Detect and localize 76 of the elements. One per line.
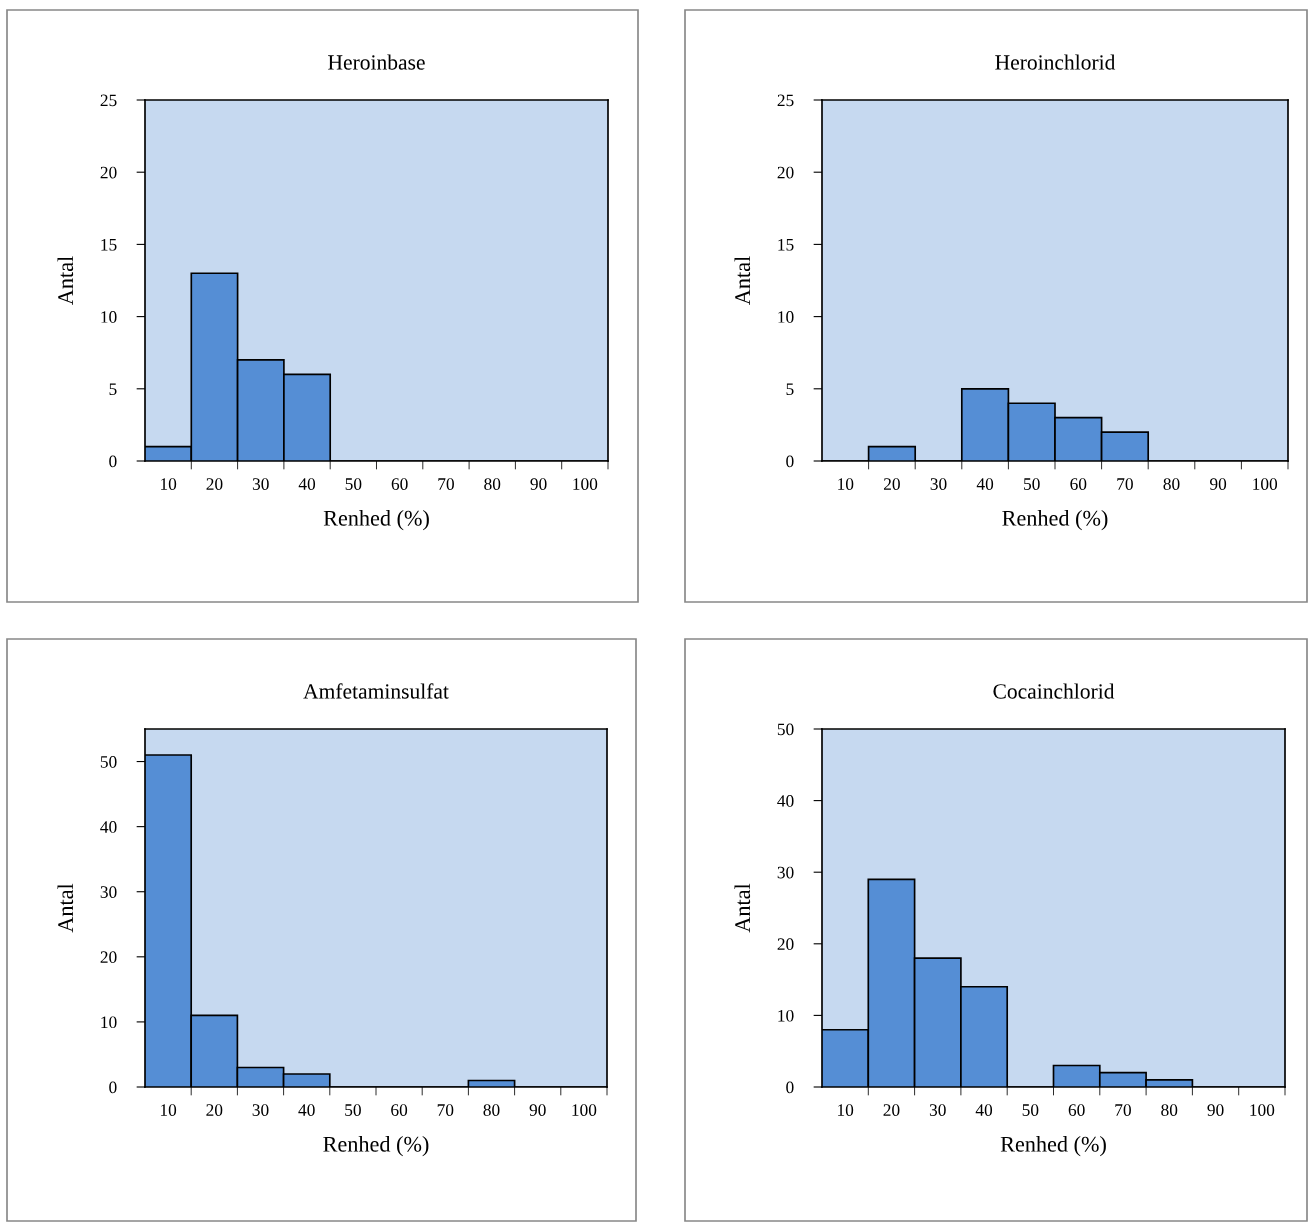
- x-tick-label: 10: [838, 478, 854, 490]
- y-tick-label: 40: [100, 821, 117, 833]
- x-tick-label: 50: [1024, 478, 1040, 490]
- y-tick-label: 0: [786, 1081, 794, 1094]
- x-tick-label: 80: [483, 1104, 500, 1116]
- x-tick-label: 50: [1022, 1104, 1039, 1116]
- x-tick-label: 70: [437, 1104, 454, 1116]
- x-tick-label: 30: [930, 478, 947, 490]
- x-tick-label: 90: [1209, 478, 1227, 490]
- x-tick-label: 90: [529, 1104, 546, 1116]
- x-axis-title: Renhed (%): [323, 510, 429, 531]
- y-tick-label: 20: [777, 166, 794, 179]
- x-tick-label: 40: [298, 1104, 315, 1116]
- y-tick-label: 5: [786, 383, 794, 395]
- x-tick-label: 70: [1117, 478, 1133, 490]
- x-tick-label: 80: [1161, 1104, 1178, 1116]
- y-tick-label: 15: [101, 238, 117, 251]
- x-tick-label: 20: [883, 1104, 900, 1116]
- x-tick-label: 40: [298, 478, 316, 490]
- y-tick-label: 10: [778, 311, 794, 323]
- x-tick-label: 10: [161, 478, 177, 490]
- y-tick-label: 20: [100, 166, 117, 179]
- x-tick-label: 60: [1070, 478, 1087, 490]
- x-tick-label: 100: [1250, 1104, 1275, 1116]
- chart-title: Amfetaminsulfat: [303, 683, 449, 699]
- x-tick-label: 60: [1068, 1104, 1085, 1116]
- chart-title: Cocainchlorid: [993, 683, 1115, 699]
- x-tick-label: 30: [252, 478, 269, 490]
- x-tick-label: 20: [883, 478, 900, 490]
- y-tick-label: 20: [100, 951, 117, 964]
- y-tick-label: 10: [778, 1009, 794, 1022]
- y-tick-label: 10: [101, 311, 117, 323]
- x-tick-label: 40: [975, 1104, 993, 1116]
- x-tick-label: 80: [484, 478, 501, 490]
- x-tick-label: 60: [391, 1104, 408, 1116]
- y-tick-label: 25: [100, 94, 117, 107]
- y-axis-title: Antal: [57, 256, 74, 305]
- y-axis-title: Antal: [734, 256, 751, 305]
- x-tick-label: 80: [1163, 478, 1180, 490]
- x-tick-label: 90: [1207, 1104, 1224, 1116]
- chart-title: Heroinbase: [328, 54, 425, 70]
- x-tick-label: 50: [345, 1104, 361, 1116]
- x-axis-title: Renhed (%): [1002, 510, 1108, 531]
- y-tick-label: 20: [777, 938, 794, 950]
- x-tick-label: 50: [345, 478, 362, 490]
- y-axis-title: Antal: [734, 883, 751, 933]
- y-tick-label: 15: [778, 238, 794, 251]
- y-tick-label: 5: [109, 383, 117, 395]
- y-axis-title: Antal: [57, 883, 74, 933]
- x-tick-label: 30: [252, 1104, 269, 1116]
- y-tick-label: 40: [777, 795, 794, 807]
- x-tick-label: 100: [573, 478, 598, 490]
- y-tick-label: 0: [109, 1081, 117, 1094]
- x-tick-label: 30: [929, 1104, 946, 1116]
- x-tick-label: 10: [838, 1104, 854, 1116]
- y-tick-label: 0: [786, 455, 794, 468]
- x-tick-label: 90: [530, 478, 547, 490]
- y-tick-label: 50: [777, 723, 794, 736]
- y-tick-label: 30: [777, 866, 794, 879]
- chart-title: Heroinchlorid: [995, 54, 1116, 70]
- x-axis-title: Renhed (%): [1000, 1136, 1106, 1157]
- x-tick-label: 100: [1253, 478, 1278, 490]
- x-tick-label: 70: [438, 478, 454, 490]
- x-axis-title: Renhed (%): [323, 1136, 429, 1157]
- x-tick-label: 60: [391, 478, 408, 490]
- y-tick-label: 25: [777, 94, 794, 107]
- y-tick-label: 0: [109, 455, 117, 468]
- x-tick-label: 20: [206, 478, 223, 490]
- y-tick-label: 50: [100, 756, 117, 768]
- x-tick-label: 10: [160, 1104, 177, 1116]
- y-tick-label: 30: [100, 886, 117, 898]
- x-tick-label: 40: [976, 478, 994, 490]
- x-tick-label: 20: [206, 1104, 223, 1116]
- x-tick-label: 100: [572, 1104, 597, 1116]
- x-tick-label: 70: [1115, 1104, 1131, 1116]
- y-tick-label: 10: [101, 1016, 117, 1029]
